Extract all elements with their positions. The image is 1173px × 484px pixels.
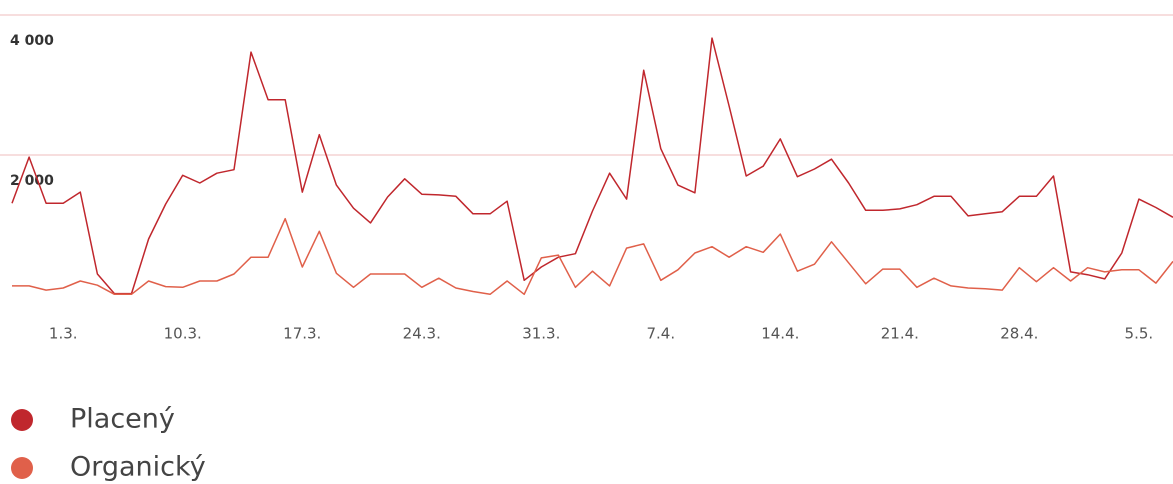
x-tick-label: 17.3. bbox=[283, 325, 321, 343]
x-tick-label: 10.3. bbox=[164, 325, 202, 343]
series-line bbox=[11, 37, 1173, 295]
x-tick-label: 7.4. bbox=[646, 325, 675, 343]
series-line bbox=[12, 217, 1173, 296]
y-tick-label: 2 000 bbox=[10, 173, 54, 189]
x-tick-label: 21.4. bbox=[881, 325, 919, 343]
legend-label: Organický bbox=[70, 452, 206, 483]
legend-label: Placený bbox=[70, 404, 175, 435]
x-tick-label: 31.3. bbox=[522, 325, 560, 343]
x-tick-label: 14.4. bbox=[761, 325, 799, 343]
x-tick-label: 28.4. bbox=[1000, 325, 1038, 343]
x-tick-label: 5.5. bbox=[1125, 325, 1154, 343]
y-tick-label: 4 000 bbox=[10, 33, 54, 49]
legend-marker bbox=[11, 409, 33, 431]
x-tick-label: 1.3. bbox=[49, 325, 78, 343]
x-tick-label: 24.3. bbox=[403, 325, 441, 343]
legend-marker bbox=[11, 457, 33, 479]
